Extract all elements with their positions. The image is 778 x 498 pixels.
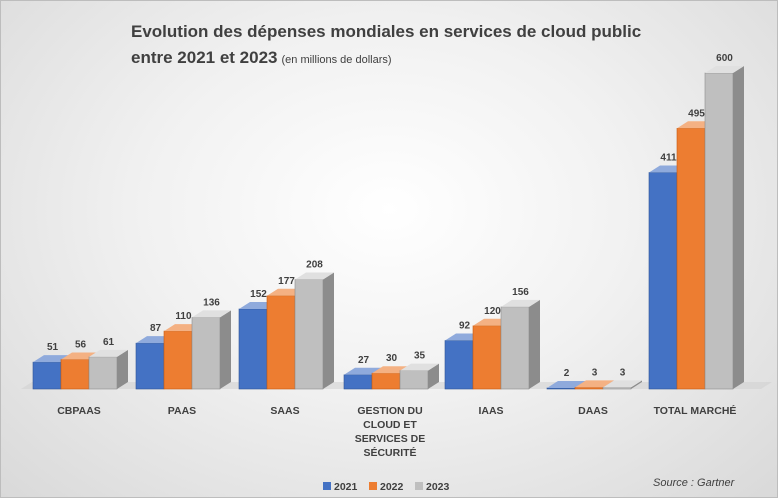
data-label-2023-6: 600 bbox=[716, 53, 733, 64]
bar-2022-3 bbox=[371, 372, 401, 390]
bar-2021-3 bbox=[343, 374, 373, 390]
category-label-1-0: PAAS bbox=[168, 405, 196, 417]
data-label-2023-0: 61 bbox=[103, 337, 115, 348]
bar-2021-6 bbox=[648, 172, 678, 390]
bar-side-2023-6 bbox=[733, 66, 744, 389]
bar-top-2023-0 bbox=[89, 349, 128, 357]
data-label-2023-5: 3 bbox=[620, 367, 626, 378]
bar-2022-0 bbox=[60, 359, 90, 390]
bar-2022-5 bbox=[574, 387, 604, 390]
data-label-2022-0: 56 bbox=[75, 340, 87, 351]
category-label-4-0: IAAS bbox=[478, 405, 503, 417]
bar-top-2023-2 bbox=[295, 272, 334, 280]
bar-side-2023-1 bbox=[220, 310, 231, 389]
category-label-3-3: SÉCURITÉ bbox=[363, 446, 416, 459]
category-label-3-2: SERVICES DE bbox=[355, 433, 425, 445]
legend-label-2023: 2023 bbox=[426, 481, 450, 493]
data-label-2021-2: 152 bbox=[250, 289, 267, 300]
bar-2021-2 bbox=[238, 308, 268, 390]
bar-top-2023-6 bbox=[705, 66, 744, 73]
data-label-2021-3: 27 bbox=[358, 355, 370, 366]
data-label-2022-2: 177 bbox=[278, 276, 295, 287]
bar-top-2023-1 bbox=[192, 310, 231, 318]
bar-top-2023-4 bbox=[501, 299, 540, 307]
bar-top-2021-5 bbox=[547, 380, 586, 388]
bar-side-2023-0 bbox=[117, 349, 128, 389]
category-label-6-0: TOTAL MARCHÉ bbox=[654, 404, 737, 417]
bar-side-2023-4 bbox=[529, 299, 540, 389]
bar-2023-2 bbox=[294, 279, 324, 390]
title-line-1: Evolution des dépenses mondiales en serv… bbox=[131, 22, 642, 41]
data-label-2023-4: 156 bbox=[512, 287, 529, 298]
data-label-2021-0: 51 bbox=[47, 342, 59, 353]
bar-side-2023-2 bbox=[323, 272, 334, 389]
legend-swatch-2023 bbox=[415, 482, 423, 490]
category-label-0-0: CBPAAS bbox=[57, 405, 101, 417]
bar-2021-0 bbox=[32, 361, 62, 390]
title-line-2: entre 2021 et 2023 bbox=[131, 48, 278, 67]
bar-2022-4 bbox=[472, 325, 502, 390]
data-label-2021-4: 92 bbox=[459, 321, 471, 332]
bar-side-2023-3 bbox=[428, 363, 439, 389]
category-label-3-0: GESTION DU bbox=[357, 405, 422, 417]
data-label-2021-1: 87 bbox=[150, 323, 162, 334]
bar-2023-0 bbox=[88, 356, 118, 390]
bar-2022-1 bbox=[163, 330, 193, 390]
category-label-2-0: SAAS bbox=[270, 405, 299, 417]
bar-2023-3 bbox=[399, 370, 429, 390]
legend-swatch-2022 bbox=[369, 482, 377, 490]
data-label-2023-2: 208 bbox=[306, 259, 323, 270]
bar-2021-1 bbox=[135, 342, 165, 390]
bar-top-2022-5 bbox=[575, 380, 614, 388]
legend-label-2022: 2022 bbox=[380, 481, 404, 493]
bar-2023-5 bbox=[602, 387, 632, 390]
category-label-3-1: CLOUD ET bbox=[363, 419, 417, 431]
bar-side-2023-5 bbox=[631, 380, 642, 389]
category-label-5-0: DAAS bbox=[578, 405, 608, 417]
bar-2022-6 bbox=[676, 128, 706, 390]
data-label-2022-5: 3 bbox=[592, 367, 598, 378]
data-label-2022-1: 110 bbox=[175, 311, 192, 322]
bar-top-2023-5 bbox=[603, 380, 642, 388]
legend-label-2021: 2021 bbox=[334, 481, 358, 493]
data-label-2022-4: 120 bbox=[484, 306, 501, 317]
bar-2023-6 bbox=[704, 72, 734, 390]
bar-2022-2 bbox=[266, 295, 296, 390]
bar-top-2023-3 bbox=[400, 363, 439, 371]
bar-2023-1 bbox=[191, 317, 221, 390]
data-label-2022-3: 30 bbox=[386, 353, 398, 364]
bar-2021-5 bbox=[546, 387, 576, 390]
legend-swatch-2021 bbox=[323, 482, 331, 490]
data-label-2023-1: 136 bbox=[203, 297, 220, 308]
bar-2023-4 bbox=[500, 306, 530, 390]
chart-title: Evolution des dépenses mondiales en serv… bbox=[131, 19, 641, 73]
source-note: Source : Gartner bbox=[653, 477, 735, 489]
data-label-2022-6: 495 bbox=[688, 108, 705, 119]
data-label-2023-3: 35 bbox=[414, 351, 426, 362]
bar-2021-4 bbox=[444, 340, 474, 390]
data-label-2021-5: 2 bbox=[564, 368, 570, 379]
chart-subtitle: (en millions de dollars) bbox=[281, 54, 392, 66]
data-label-2021-6: 411 bbox=[660, 153, 677, 164]
